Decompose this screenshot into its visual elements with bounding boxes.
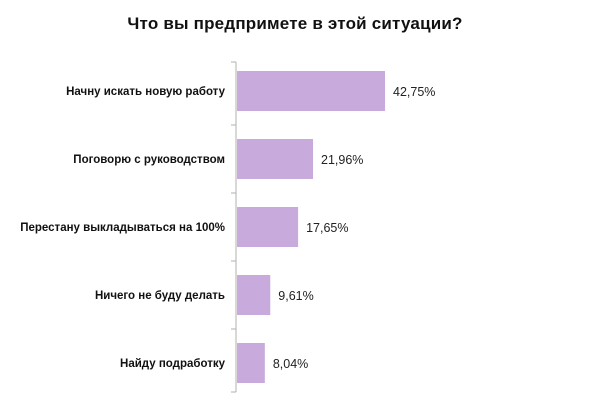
category-label: Поговорю с руководством [73, 154, 225, 166]
bar [237, 275, 271, 315]
category-label: Начну искать новую работу [66, 86, 225, 98]
category-label: Перестану выкладываться на 100% [20, 222, 225, 234]
value-label: 17,65% [306, 221, 348, 235]
chart-title: Что вы предпримете в этой ситуации? [127, 14, 463, 33]
bar [237, 71, 385, 111]
value-label: 21,96% [321, 153, 363, 167]
bar [237, 207, 299, 247]
bar [237, 343, 265, 383]
category-label: Ничего не буду делать [95, 290, 225, 302]
category-label: Найду подработку [120, 358, 226, 370]
bar [237, 139, 314, 179]
value-label: 9,61% [278, 289, 313, 303]
value-label: 8,04% [273, 357, 308, 371]
value-label: 42,75% [393, 85, 435, 99]
